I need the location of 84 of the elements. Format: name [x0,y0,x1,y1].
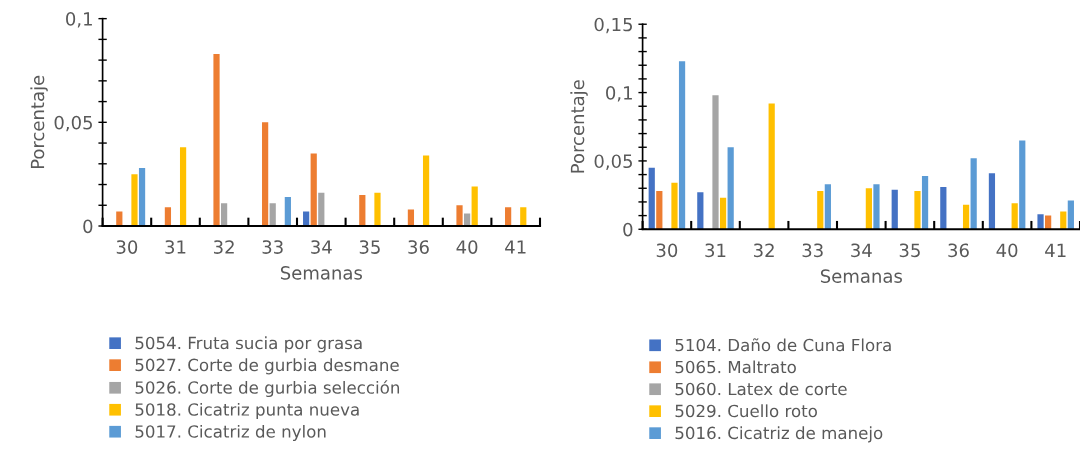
y-tick-label: 0,1 [606,86,632,102]
bar [505,207,512,227]
bar [921,175,929,230]
bar [422,155,430,227]
y-tick-label: 0,05 [594,154,632,170]
x-tick-label: 32 [753,243,774,258]
bar [648,167,655,230]
x-tick-label: 35 [359,240,380,254]
bar [131,174,138,227]
x-tick-label: 36 [948,243,969,258]
bar [824,184,831,230]
legend-label: 5026. Corte de gurbia selección [135,380,400,398]
bar [873,184,880,230]
y-tick-label: 0,15 [594,17,632,34]
legend-label: 5016. Cicatriz de manejo [675,426,883,443]
x-tick-label: 34 [851,243,872,258]
x-tick-label: 32 [213,240,234,254]
bar [768,103,775,230]
bar [179,147,187,227]
x-axis-title: Semanas [280,266,362,280]
x-axis-title: Semanas [820,269,902,283]
legend-label: 5027. Corte de gurbia desmane [135,358,399,375]
x-tick-label: 41 [1045,243,1066,257]
legend-label: 5018. Cicatriz punta nueva [135,402,359,420]
bar [962,204,970,230]
bar [817,191,824,230]
bar [359,194,366,227]
bar [303,211,310,227]
y-tick-label: 0,05 [54,115,92,132]
bar [1037,214,1044,230]
bar [213,53,220,227]
bar [970,158,977,230]
bar [1011,203,1018,230]
bar [164,207,172,227]
x-tick-label: 33 [262,240,283,254]
bar [284,196,291,227]
x-tick-label: 40 [996,243,1018,258]
x-tick-label: 40 [456,240,478,254]
legend-label: 5104. Daño de Cuna Flora [675,338,891,352]
bar [520,207,527,227]
bar [471,186,478,227]
bar [678,61,686,230]
bar [891,189,898,230]
bar [865,188,872,230]
x-tick-label: 36 [408,240,429,254]
x-tick-label: 31 [705,243,726,258]
y-tick-label: 0 [623,222,633,237]
legend-label: 5065. Maltrato [675,360,796,374]
bar [914,191,921,230]
bar [374,192,381,227]
bar [712,95,719,230]
bar [1019,140,1026,230]
bar [940,186,947,230]
legend-label: 5029. Cuello roto [675,404,817,418]
bar [318,192,325,227]
x-tick-label: 35 [899,243,920,258]
y-axis-title: Porcentaje [30,75,48,169]
bar [727,147,734,230]
x-tick-label: 34 [311,240,332,254]
legend-label: 5017. Cicatriz de nylon [135,424,326,442]
bar [407,209,415,227]
x-tick-label: 30 [656,243,678,258]
bar [988,173,996,230]
bar [671,182,678,230]
bar [138,167,146,227]
bar [456,205,463,227]
x-tick-label: 41 [505,240,526,254]
bar [656,191,663,230]
bar [269,203,276,227]
bar [220,203,228,227]
bar [719,197,727,230]
legend-label: 5054. Fruta sucia por grasa [135,336,362,353]
bar [116,211,123,227]
bar [1067,200,1074,230]
x-tick-label: 33 [802,243,823,258]
y-axis-title: Porcentaje [570,80,588,173]
bar [310,153,317,227]
y-tick-label: 0,1 [66,12,92,28]
x-tick-label: 30 [116,240,138,254]
bar [697,192,704,230]
legend-label: 5060. Latex de corte [675,382,847,396]
bar [262,122,269,227]
x-tick-label: 31 [165,240,186,254]
y-tick-label: 0 [83,219,93,234]
